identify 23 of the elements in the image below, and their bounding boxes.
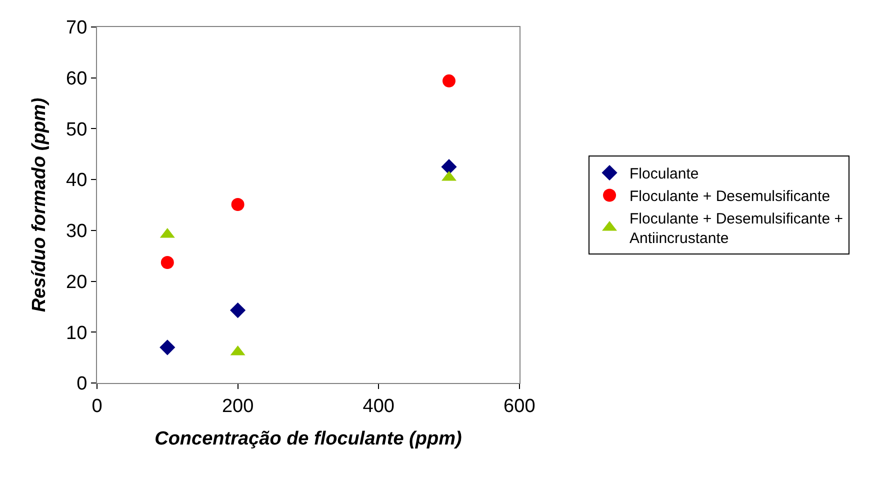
- point: [160, 256, 174, 269]
- point: [442, 74, 456, 88]
- y-tick-label: 60: [66, 68, 88, 90]
- point: [160, 340, 176, 356]
- y-tick-label: 20: [66, 272, 88, 293]
- y-tick-label: 40: [66, 170, 88, 192]
- y-tick-label: 30: [66, 221, 88, 242]
- x-axis-title: Concentração de floculante (ppm): [154, 428, 462, 450]
- y-tick-label: 0: [76, 374, 88, 395]
- legend-label: Floculante + Desemulsificante + Antiincrustante: [630, 210, 844, 248]
- legend-label: Floculante + Desemulsificante: [630, 188, 830, 206]
- point: [231, 198, 244, 211]
- y-axis-title: Resíduo formado (ppm): [28, 98, 50, 312]
- x-tick-label: 600: [504, 396, 536, 417]
- y-tick-label: 50: [66, 119, 88, 140]
- x-tick-label: 400: [362, 396, 394, 417]
- y-tick-label: 10: [66, 322, 88, 344]
- point: [441, 159, 457, 175]
- legend-label: Floculante: [630, 166, 699, 183]
- x-tick-label: 200: [222, 396, 254, 417]
- y-tick-label: 70: [66, 18, 88, 39]
- x-tick-label: 0: [92, 396, 102, 417]
- point: [230, 302, 246, 318]
